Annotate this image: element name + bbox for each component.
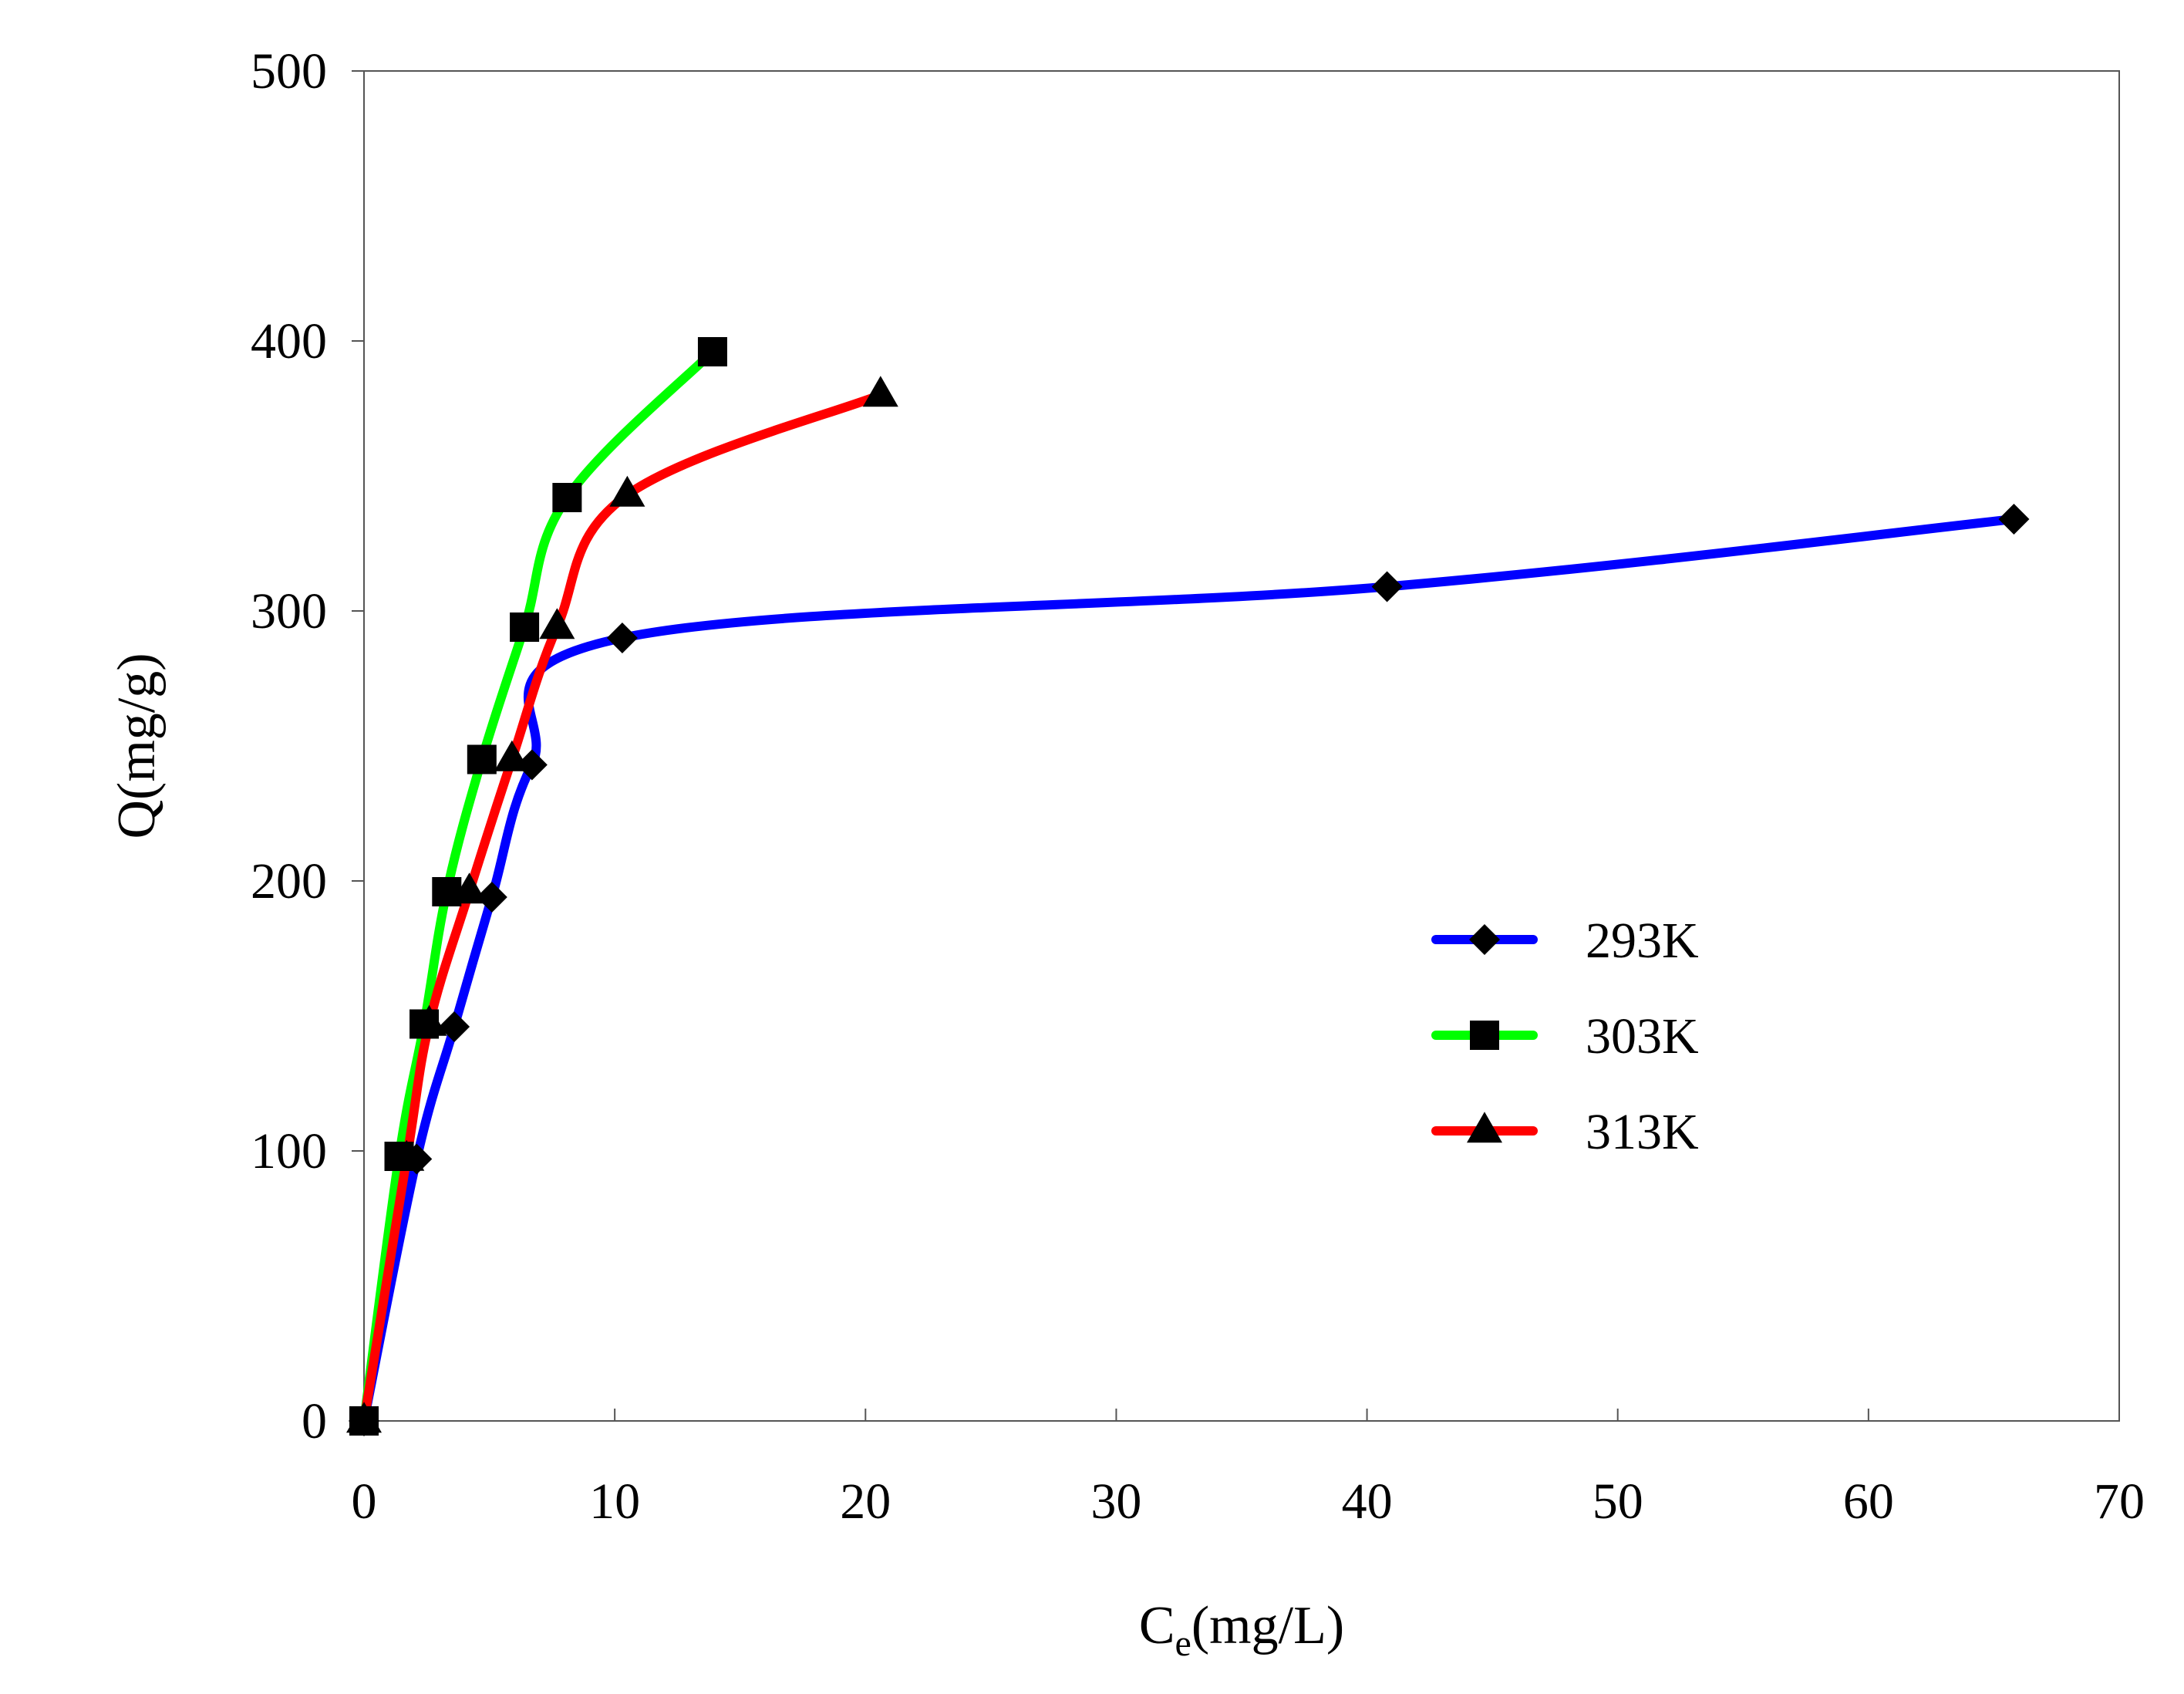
ticks: 0 100 200 300 400 500 0 10 20 30 40 50 60 70 — [251, 43, 2145, 1530]
legend-label: 293K — [1586, 913, 1699, 969]
series-markers-313K — [346, 376, 898, 1433]
y-tick-label: 400 — [251, 313, 327, 370]
x-axis-title-main: C — [1139, 1596, 1175, 1655]
data-point-293K — [1371, 571, 1403, 602]
legend-marker-303K — [1470, 1021, 1499, 1050]
x-axis-title: Ce(mg/L) — [1139, 1596, 1344, 1664]
legend-marker-313K — [1467, 1112, 1502, 1143]
data-point-293K — [1998, 504, 2030, 535]
data-point-313K — [539, 608, 575, 639]
data-point-293K — [439, 1011, 470, 1042]
data-point-293K — [606, 623, 638, 653]
y-tick-label: 500 — [251, 43, 327, 100]
x-axis-title-subscript: e — [1175, 1623, 1191, 1664]
y-tick-label: 100 — [251, 1123, 327, 1179]
x-axis-title-unit: (mg/L) — [1191, 1596, 1344, 1655]
y-axis-title: Q(mg/g) — [107, 653, 167, 839]
data-point-313K — [346, 1402, 382, 1433]
legend-entry-303K: 303K — [1431, 1008, 1699, 1065]
x-tick-label: 70 — [2094, 1473, 2145, 1530]
data-point-303K — [697, 337, 727, 366]
data-point-303K — [510, 612, 540, 642]
y-tick-label: 0 — [302, 1393, 327, 1449]
x-tick-label: 60 — [1843, 1473, 1894, 1530]
x-tick-label: 10 — [589, 1473, 640, 1530]
x-tick-label: 30 — [1090, 1473, 1141, 1530]
legend-label: 303K — [1586, 1008, 1699, 1065]
legend: 293K 303K 313K — [1431, 913, 1699, 1160]
legend-marker-293K — [1469, 924, 1500, 955]
data-point-303K — [467, 744, 497, 774]
x-tick-label: 0 — [352, 1473, 377, 1530]
data-point-313K — [451, 872, 487, 904]
y-tick-label: 200 — [251, 853, 327, 909]
data-point-303K — [552, 483, 582, 512]
x-tick-label: 40 — [1342, 1473, 1393, 1530]
data-point-293K — [476, 882, 507, 913]
legend-entry-293K: 293K — [1431, 913, 1699, 969]
legend-entry-313K: 313K — [1431, 1104, 1699, 1160]
x-tick-label: 20 — [840, 1473, 891, 1530]
series-layer — [346, 337, 2030, 1436]
y-tick-label: 300 — [251, 583, 327, 639]
data-point-293K — [516, 749, 548, 781]
data-point-313K — [411, 1004, 447, 1036]
data-point-313K — [389, 1139, 425, 1171]
x-tick-label: 50 — [1592, 1473, 1643, 1530]
data-point-313K — [862, 376, 898, 407]
legend-label: 313K — [1586, 1104, 1699, 1160]
data-point-313K — [494, 740, 530, 771]
data-point-313K — [609, 475, 645, 507]
plot-frame — [363, 70, 2120, 1422]
